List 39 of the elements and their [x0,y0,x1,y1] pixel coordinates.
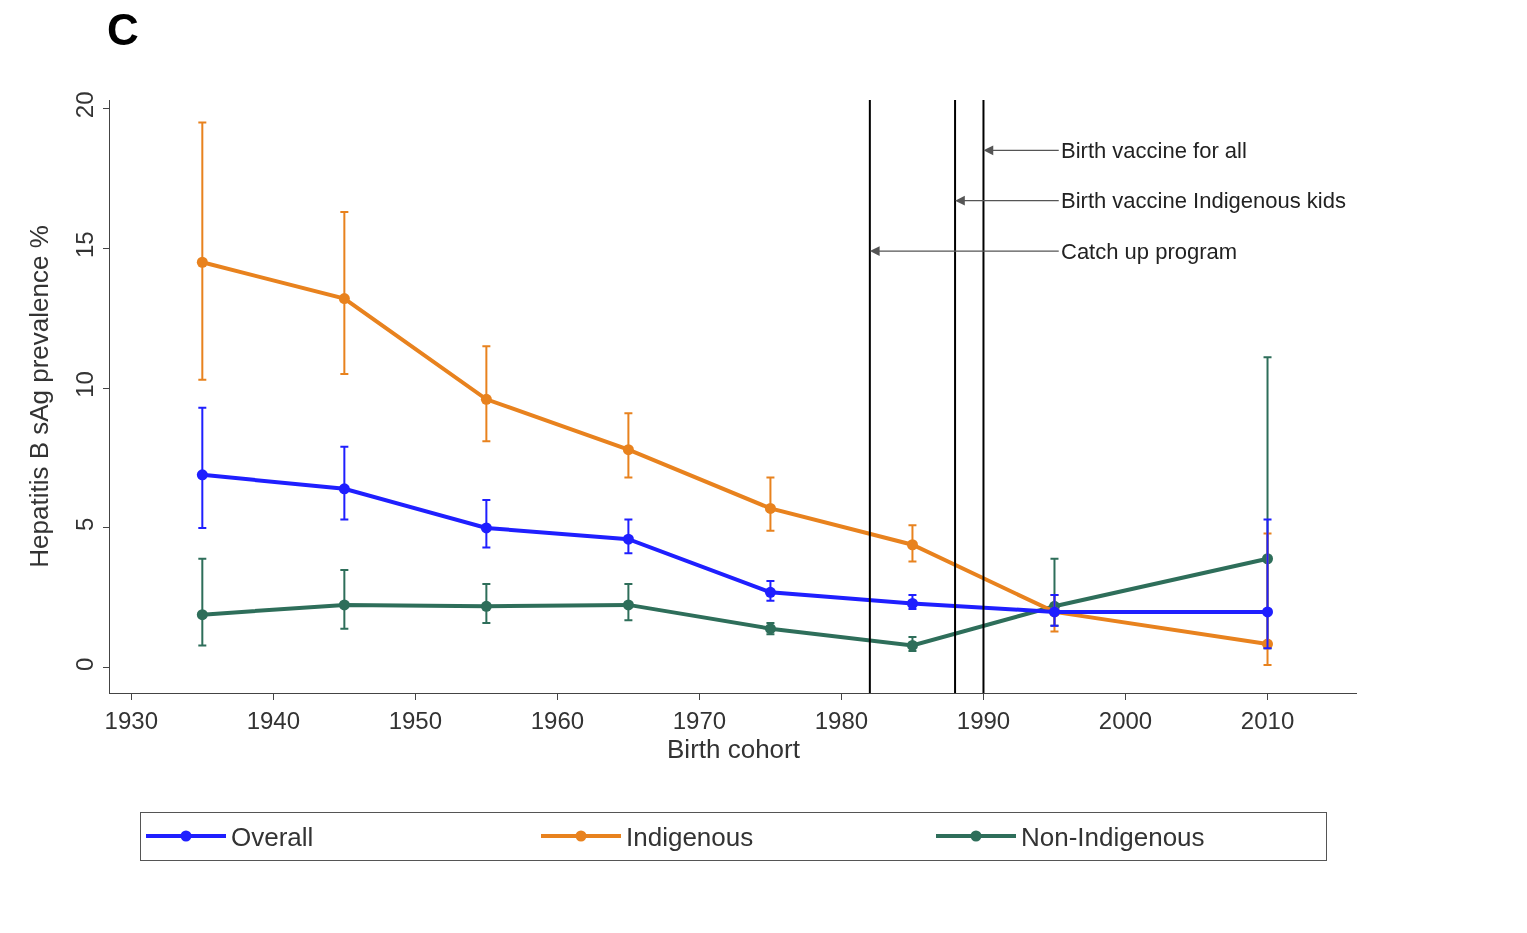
y-tick-label: 15 [71,231,99,258]
point [338,483,350,495]
ref-line-label: Birth vaccine for all [1061,138,1247,163]
x-tick-label: 1990 [956,706,1011,734]
ref-line-label: Birth vaccine Indigenous kids [1061,188,1346,213]
x-tick-label: 1930 [104,706,158,734]
point [622,444,634,456]
chart-title: C [106,4,139,54]
x-tick-label: 1940 [246,706,301,734]
point [906,539,918,551]
ref-line-label: Catch up program [1061,239,1238,264]
x-tick-label: 2000 [1098,706,1153,734]
point [196,256,208,268]
point [622,533,634,545]
x-tick-label: 1950 [388,706,443,734]
x-tick-label: 2010 [1240,706,1295,734]
point [338,293,350,305]
y-tick-label: 5 [71,517,99,532]
point [622,599,634,611]
point [196,469,208,481]
legend-label: Indigenous [626,822,754,853]
point [480,522,492,534]
y-tick-label: 10 [71,371,99,398]
x-tick-label: 1980 [814,706,869,734]
point [764,502,776,514]
y-axis-title: Hepatitis B sAg prevalence % [23,225,54,568]
y-tick-label: 20 [71,91,99,119]
legend-label: Overall [231,822,314,853]
point [338,599,350,611]
legend-label: Non-Indigenous [1021,822,1205,853]
y-tick-label: 0 [71,657,99,671]
x-tick-label: 1970 [672,706,727,734]
x-tick-label: 1960 [530,706,585,734]
point [196,609,208,621]
x-axis-title: Birth cohort [667,733,801,764]
point [480,393,492,405]
point [1262,606,1274,618]
point [480,600,492,612]
point [764,586,776,598]
